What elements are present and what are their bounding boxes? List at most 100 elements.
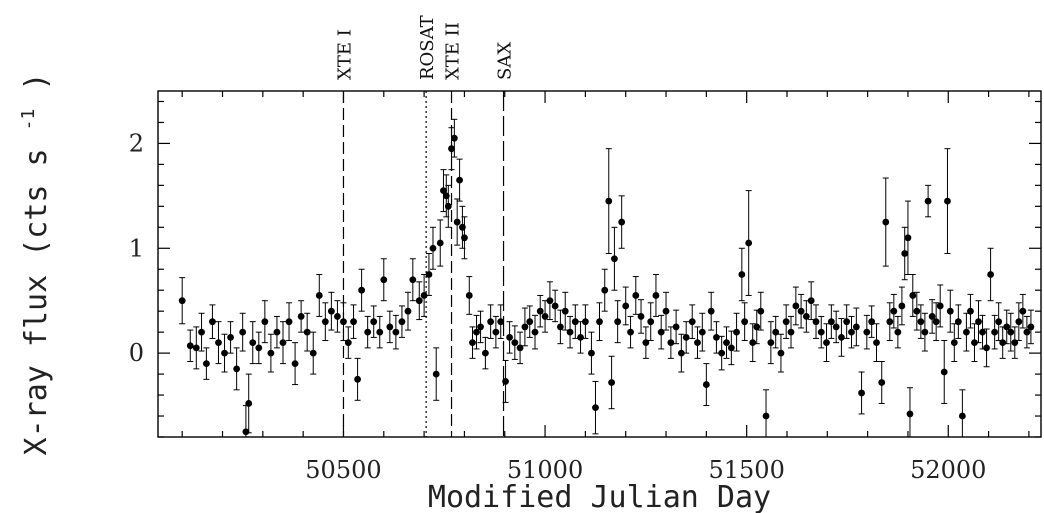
data-point	[392, 328, 400, 336]
data-point	[456, 176, 463, 184]
data-point	[321, 318, 329, 326]
data-point	[492, 328, 500, 336]
data-point	[526, 318, 534, 326]
data-point	[890, 307, 898, 315]
data-point	[817, 328, 825, 336]
data-point	[487, 318, 495, 326]
data-point	[1027, 323, 1035, 331]
data-point	[1003, 323, 1011, 331]
data-point	[702, 381, 710, 388]
data-point	[481, 349, 489, 357]
data-point	[827, 318, 835, 326]
data-point	[802, 313, 810, 320]
data-point	[453, 218, 461, 226]
data-point	[1023, 328, 1031, 336]
data-point	[940, 368, 948, 376]
data-point	[440, 187, 447, 195]
plot-frame	[157, 90, 1042, 438]
data-point	[465, 292, 473, 299]
data-point	[932, 318, 940, 326]
data-point	[928, 313, 936, 320]
data-point	[541, 313, 549, 320]
data-point	[694, 339, 701, 347]
data-point	[309, 349, 317, 357]
data-point	[566, 328, 574, 336]
data-point	[812, 318, 820, 326]
data-point	[436, 239, 444, 247]
data-point	[249, 339, 257, 347]
data-point	[581, 318, 589, 326]
data-point	[906, 410, 914, 418]
data-point	[327, 307, 335, 315]
data-point	[823, 339, 830, 347]
data-point	[954, 318, 962, 326]
data-point	[991, 328, 999, 336]
data-point	[667, 339, 675, 347]
epoch-label: SAX	[495, 42, 516, 80]
data-point	[516, 344, 524, 352]
data-point	[202, 360, 210, 368]
data-point	[852, 323, 860, 331]
data-point	[546, 297, 554, 305]
data-point	[334, 313, 341, 320]
data-point	[917, 318, 925, 326]
data-point	[886, 318, 894, 326]
data-point	[221, 349, 228, 357]
error-bars	[179, 118, 1034, 437]
data-point	[444, 202, 452, 210]
data-point	[762, 412, 770, 420]
data-point	[723, 339, 730, 347]
data-point	[227, 333, 234, 341]
data-point	[1019, 307, 1027, 315]
y-tick-label: 1	[129, 234, 144, 262]
data-point	[999, 339, 1007, 347]
epoch-label: ROSAT	[417, 15, 438, 80]
data-point	[958, 412, 966, 420]
data-point	[497, 318, 505, 326]
data-point	[698, 328, 706, 336]
data-point	[477, 323, 484, 331]
x-tick-label: 52000	[910, 456, 986, 484]
data-point	[386, 323, 394, 331]
data-point	[878, 379, 886, 386]
data-point	[285, 318, 293, 326]
data-point	[551, 302, 559, 310]
data-point	[536, 307, 544, 315]
y-axis-label-main: X-ray flux (cts s	[19, 148, 54, 455]
data-point	[797, 307, 805, 315]
data-point	[882, 218, 890, 226]
data-point	[178, 297, 186, 305]
x-tick-label: 51500	[708, 456, 784, 484]
data-point	[273, 328, 281, 336]
data-point	[198, 328, 205, 336]
data-point	[267, 349, 275, 357]
data-point	[894, 328, 902, 336]
data-point	[409, 276, 417, 284]
epoch-label: XTE II	[443, 22, 464, 80]
y-axis-label: X-ray flux (cts s -1 )	[7, 73, 54, 456]
data-point	[605, 197, 613, 205]
data-point	[358, 286, 366, 294]
data-point	[707, 307, 715, 315]
data-point	[838, 333, 845, 341]
y-tick-label: 2	[129, 129, 144, 157]
data-point	[772, 328, 780, 336]
data-point	[303, 328, 311, 336]
data-point	[950, 339, 958, 347]
data-point	[297, 313, 305, 320]
x-tick-label: 51000	[507, 456, 583, 484]
data-point	[215, 339, 222, 347]
data-point	[848, 328, 855, 336]
epoch-markers: XTE I ROSAT XTE II SAX	[334, 15, 516, 437]
data-point	[807, 297, 815, 305]
data-point	[642, 339, 650, 347]
x-tick-label: 50500	[305, 456, 381, 484]
data-point	[473, 328, 480, 336]
data-point	[239, 328, 247, 336]
data-point	[1011, 339, 1019, 347]
data-point	[618, 218, 626, 226]
data-point	[944, 197, 951, 205]
data-point	[571, 318, 579, 326]
data-point	[647, 318, 655, 326]
data-point	[344, 339, 352, 347]
